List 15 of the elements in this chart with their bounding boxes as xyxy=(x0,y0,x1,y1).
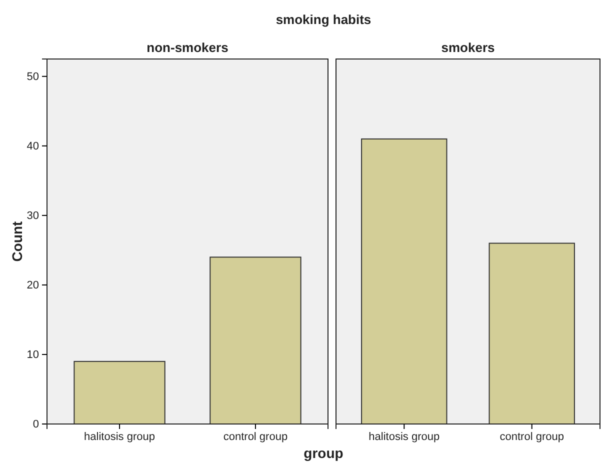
x-tick-label: halitosis group xyxy=(368,430,440,443)
text: smoking habits xyxy=(276,12,372,27)
x-axis-title: group xyxy=(304,445,344,461)
y-tick-label: 40 xyxy=(26,140,39,152)
y-tick-label: 0 xyxy=(32,418,39,431)
y-tick-label: 20 xyxy=(26,279,39,292)
x-tick-label: control group xyxy=(223,430,288,443)
chart-title: non-smokers xyxy=(146,40,228,55)
x-tick-label: control group xyxy=(500,430,564,443)
y-tick-label: 30 xyxy=(26,210,39,222)
y-axis-title: Count xyxy=(9,220,25,262)
y-tick-label: 50 xyxy=(26,70,39,83)
y-tick-label: 10 xyxy=(26,348,39,361)
chart-title: smokers xyxy=(441,40,495,55)
x-tick-label: halitosis group xyxy=(84,430,155,443)
